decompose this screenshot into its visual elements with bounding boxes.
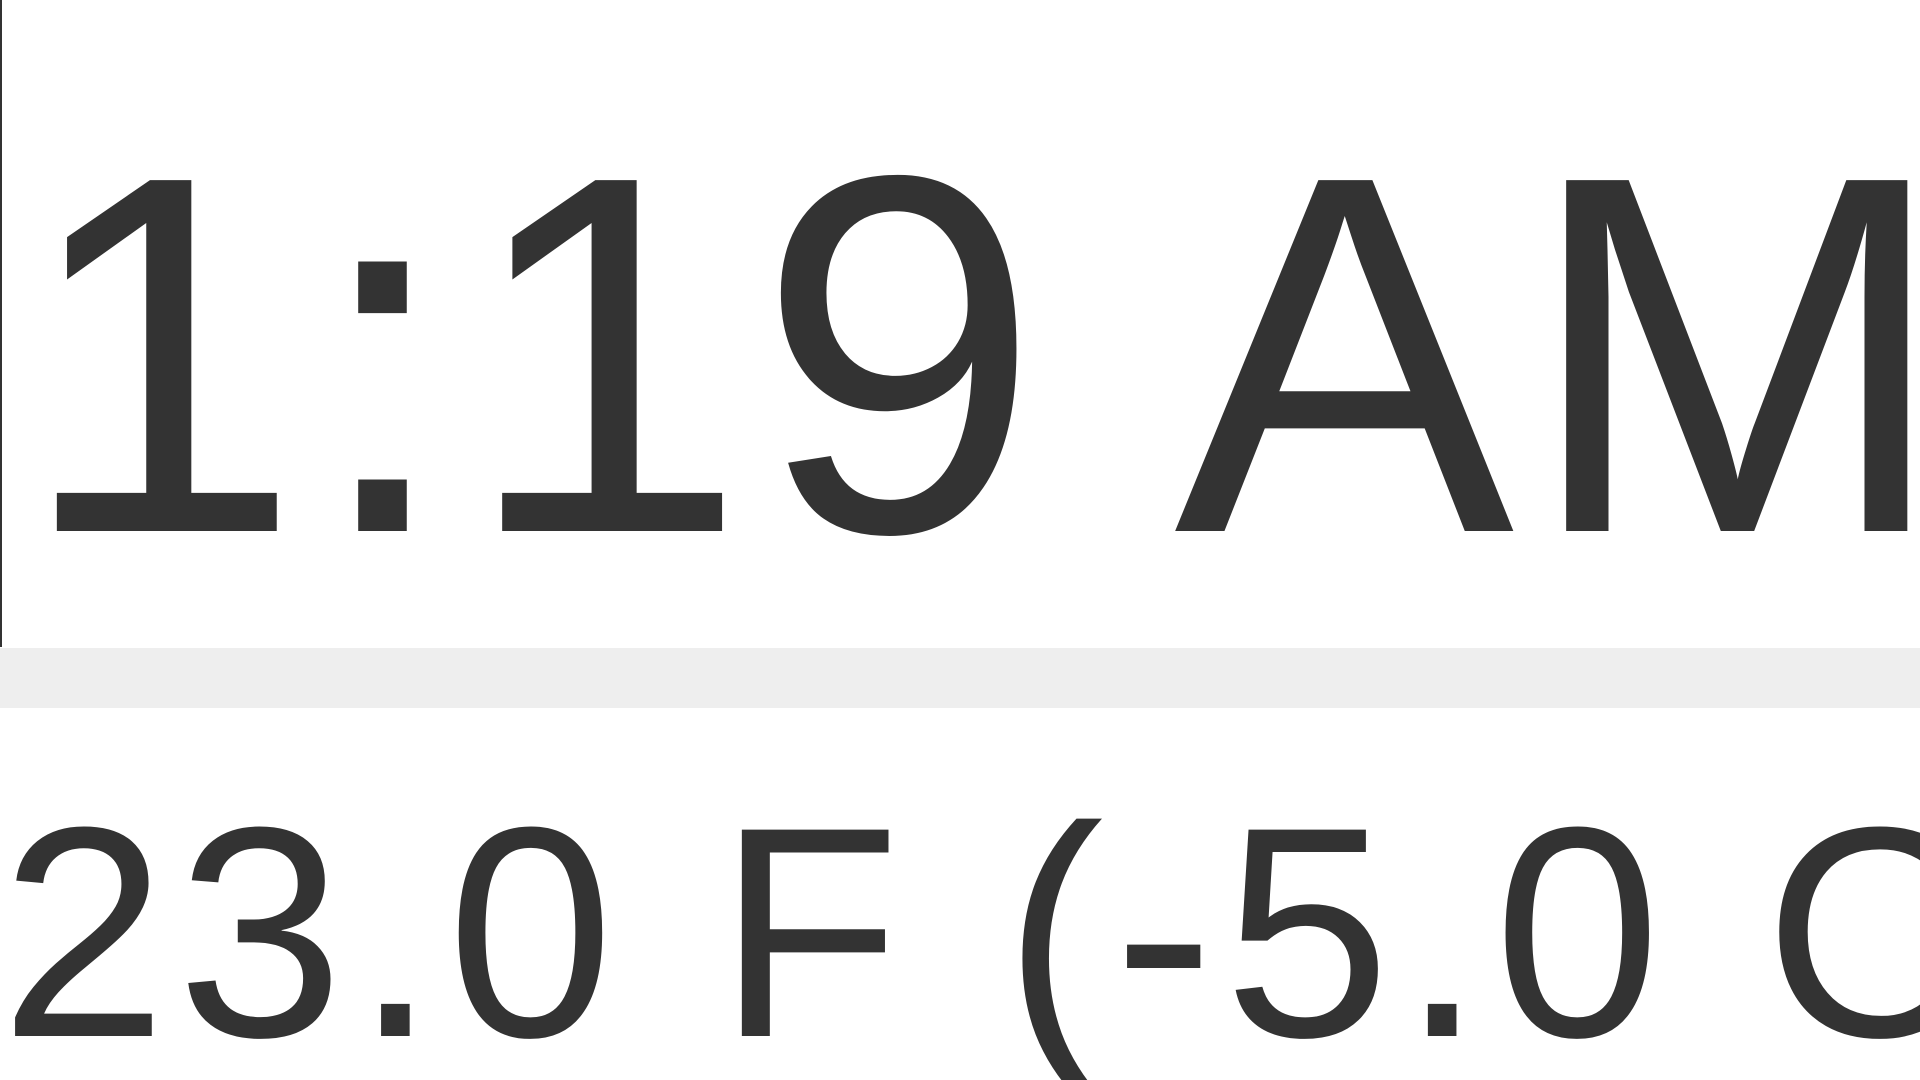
panel-border [0,0,2,647]
clock-time: 1:19 AM [18,70,1920,640]
clock-panel: 1:19 AM [0,0,1920,647]
separator-bar [0,648,1920,708]
temperature-readout: 23.0 F (-5.0 C) [0,764,1920,1080]
